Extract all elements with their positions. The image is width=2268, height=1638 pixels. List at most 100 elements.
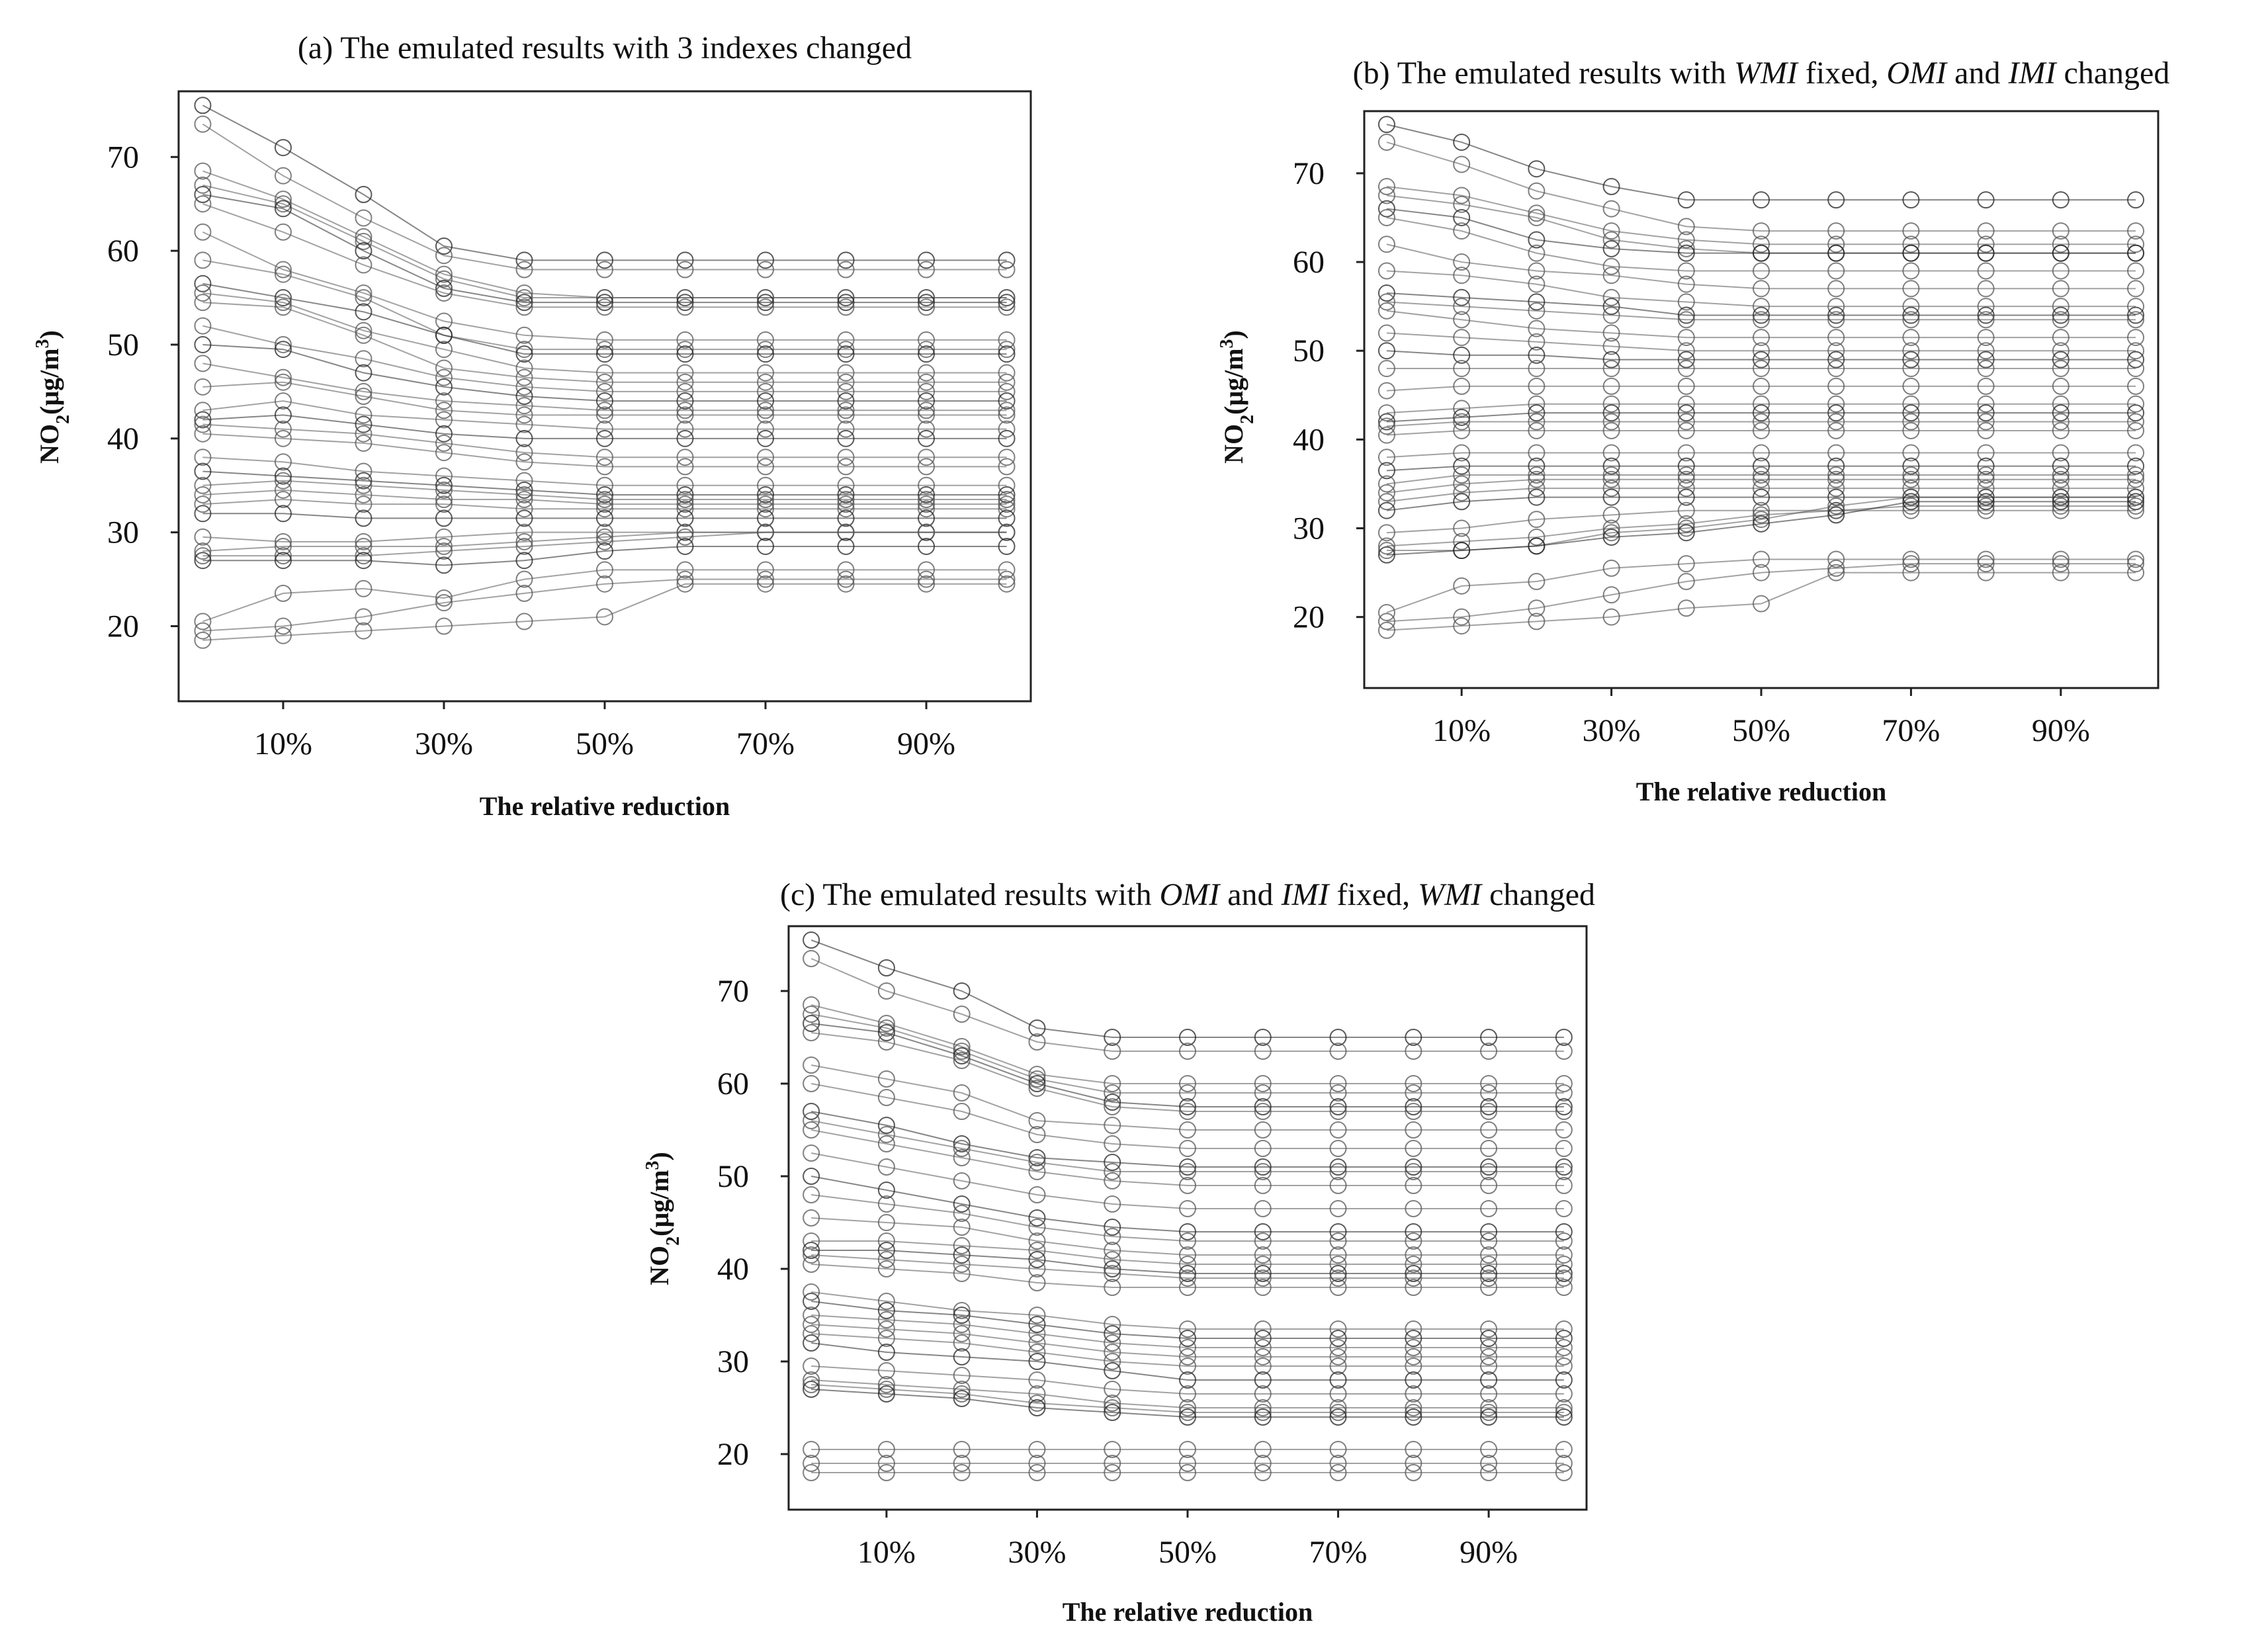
data-point bbox=[1902, 222, 1920, 240]
series-line-s22 bbox=[1386, 474, 2136, 485]
data-point bbox=[757, 491, 775, 509]
data-point bbox=[1827, 501, 1845, 519]
data-point bbox=[596, 509, 613, 527]
data-point bbox=[1902, 480, 1920, 497]
data-point bbox=[1453, 466, 1471, 484]
data-point bbox=[1405, 1385, 1422, 1402]
data-point bbox=[676, 528, 694, 546]
data-point bbox=[1555, 1265, 1573, 1282]
data-point bbox=[1329, 1270, 1347, 1287]
data-point bbox=[1480, 1246, 1498, 1264]
data-point bbox=[953, 1316, 971, 1333]
data-point bbox=[2127, 306, 2145, 324]
data-point bbox=[1104, 1353, 1121, 1370]
data-point bbox=[1179, 1140, 1196, 1157]
data-point bbox=[1329, 1043, 1347, 1060]
data-point bbox=[1827, 457, 1845, 475]
data-point bbox=[1329, 1408, 1347, 1426]
data-point bbox=[1028, 1219, 1046, 1236]
data-point bbox=[1753, 306, 1770, 324]
data-point bbox=[1028, 1344, 1046, 1361]
data-point bbox=[2052, 311, 2070, 329]
series-line-s31 bbox=[1386, 563, 2136, 623]
data-point bbox=[515, 486, 533, 503]
data-point bbox=[1028, 1080, 1046, 1097]
data-point bbox=[1254, 1464, 1272, 1481]
data-point bbox=[1602, 608, 1620, 626]
data-point bbox=[1377, 484, 1395, 501]
data-point bbox=[1977, 222, 1995, 240]
data-point bbox=[1104, 1395, 1121, 1412]
data-point bbox=[194, 505, 212, 523]
data-point bbox=[1677, 342, 1695, 360]
data-point bbox=[1377, 501, 1395, 519]
data-point bbox=[1453, 253, 1471, 271]
data-point bbox=[1753, 404, 1770, 422]
data-point bbox=[837, 373, 855, 391]
data-point bbox=[596, 373, 613, 391]
data-point bbox=[837, 537, 855, 555]
data-point bbox=[1377, 293, 1395, 311]
data-point bbox=[803, 1168, 820, 1185]
x-tick-label: 10% bbox=[857, 1535, 916, 1570]
data-point bbox=[1677, 519, 1695, 537]
data-point bbox=[1028, 1112, 1046, 1129]
data-point bbox=[837, 570, 855, 588]
data-point bbox=[1405, 1464, 1422, 1481]
data-point bbox=[1827, 244, 1845, 262]
data-point bbox=[757, 476, 775, 494]
data-point bbox=[355, 242, 372, 260]
data-point bbox=[596, 449, 613, 466]
data-point bbox=[1405, 1158, 1422, 1176]
series-line-s8 bbox=[202, 259, 1007, 351]
data-point bbox=[1104, 1441, 1121, 1458]
data-point bbox=[676, 402, 694, 419]
data-point bbox=[2052, 444, 2070, 462]
data-point bbox=[1753, 311, 1770, 329]
data-point bbox=[953, 1265, 971, 1282]
data-point bbox=[803, 1371, 820, 1389]
data-point bbox=[757, 364, 775, 382]
data-point bbox=[1377, 475, 1395, 493]
data-point bbox=[1555, 1200, 1573, 1217]
data-point bbox=[1827, 444, 1845, 462]
data-point bbox=[918, 429, 936, 447]
data-point bbox=[435, 556, 453, 574]
data-point bbox=[1753, 488, 1770, 506]
data-point bbox=[1677, 457, 1695, 475]
data-point bbox=[998, 496, 1016, 513]
data-point bbox=[2127, 466, 2145, 484]
data-point bbox=[194, 415, 212, 433]
data-point bbox=[596, 429, 613, 447]
data-point bbox=[1602, 324, 1620, 342]
data-point bbox=[803, 1334, 820, 1352]
data-point bbox=[355, 388, 372, 405]
series-line-s18 bbox=[811, 1254, 1564, 1279]
data-point bbox=[435, 617, 453, 635]
data-point bbox=[1480, 1404, 1498, 1421]
data-point bbox=[1555, 1232, 1573, 1250]
data-point bbox=[274, 223, 292, 241]
data-point bbox=[1528, 208, 1546, 226]
data-point bbox=[1977, 501, 1995, 519]
data-point bbox=[918, 523, 936, 541]
data-point bbox=[1377, 462, 1395, 480]
data-point bbox=[2127, 404, 2145, 422]
data-point bbox=[1028, 1019, 1046, 1037]
data-point bbox=[1104, 1251, 1121, 1268]
data-point bbox=[1405, 1177, 1422, 1194]
data-point bbox=[1329, 1140, 1347, 1157]
data-point bbox=[435, 237, 453, 255]
data-point bbox=[918, 537, 936, 555]
data-point bbox=[1104, 1075, 1121, 1092]
data-point bbox=[1677, 311, 1695, 329]
data-point bbox=[1104, 1084, 1121, 1101]
data-point bbox=[1677, 555, 1695, 573]
data-point bbox=[1902, 329, 1920, 347]
data-point bbox=[1602, 421, 1620, 439]
data-point bbox=[1602, 524, 1620, 542]
series-line-s21 bbox=[811, 1301, 1564, 1339]
y-tick-label: 60 bbox=[717, 1066, 749, 1101]
data-point bbox=[877, 1158, 895, 1176]
data-point bbox=[757, 289, 775, 307]
